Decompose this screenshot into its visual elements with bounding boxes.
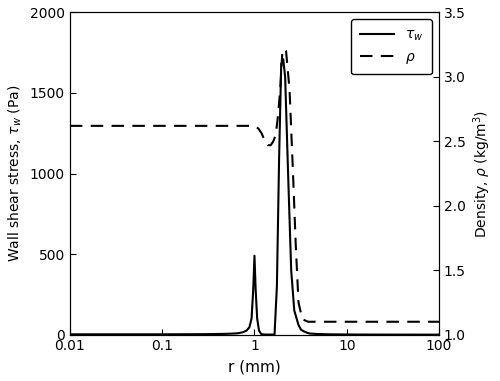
Legend: $\tau_w$, $\rho$: $\tau_w$, $\rho$ [352,19,432,74]
Y-axis label: Wall shear stress, $\tau_w$ (Pa): Wall shear stress, $\tau_w$ (Pa) [7,85,24,262]
X-axis label: r (mm): r (mm) [228,359,281,374]
Y-axis label: Density, $\rho$ (kg/m$^3$): Density, $\rho$ (kg/m$^3$) [472,109,493,238]
